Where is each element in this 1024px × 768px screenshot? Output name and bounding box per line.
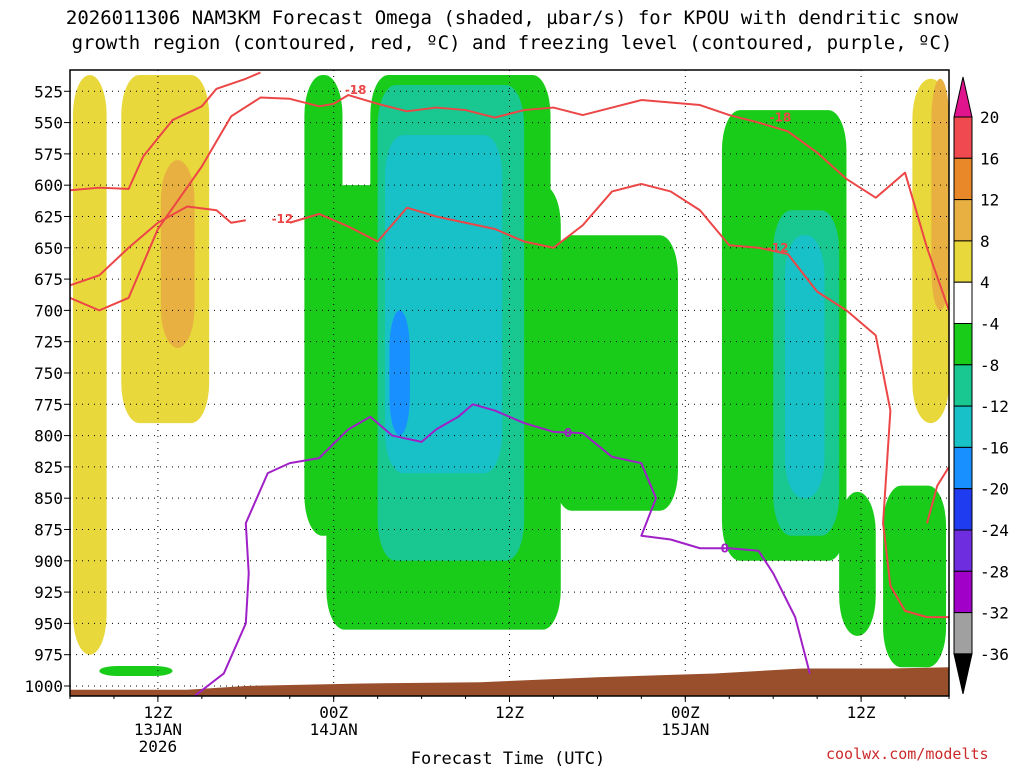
omega-region-3: [160, 160, 195, 348]
x-tick-label-1-0: 00Z: [319, 703, 348, 722]
colorbar-label--12: -12: [980, 397, 1009, 416]
contour-line-5: [193, 403, 811, 696]
colorbar-box-10: [953, 529, 973, 572]
y-tick-label-525: 525: [34, 82, 63, 101]
y-tick-label-775: 775: [34, 395, 63, 414]
y-tick-label-650: 650: [34, 239, 63, 258]
y-tick-label-675: 675: [34, 270, 63, 289]
colorbar-label-20: 20: [980, 108, 999, 127]
colorbar-box-9: [953, 488, 973, 531]
colorbar-label-12: 12: [980, 191, 999, 210]
x-tick-label-0-2: 2026: [139, 737, 178, 756]
colorbar-box-2: [953, 199, 973, 242]
omega-region-16: [784, 235, 825, 499]
y-tick-label-800: 800: [34, 427, 63, 446]
colorbar-box-5: [953, 323, 973, 366]
x-tick-label-0-0: 12Z: [143, 703, 172, 722]
y-tick-label-825: 825: [34, 458, 63, 477]
colorbar-label--16: -16: [980, 438, 1009, 457]
x-tick-label-3-1: 15JAN: [661, 720, 709, 739]
x-axis-label: Forecast Time (UTC): [411, 749, 605, 768]
x-tick-label-2-0: 12Z: [495, 703, 524, 722]
colorbar-box-12: [953, 612, 973, 655]
contour-label-5: 0: [721, 541, 729, 555]
y-tick-label-1000: 1000: [24, 677, 63, 696]
contour-line-1: [70, 71, 261, 192]
omega-region-10: [839, 491, 876, 636]
x-tick-label-4-0: 12Z: [847, 703, 876, 722]
y-axis: 525 550 575 600 625 650 675 700 725 750 775 800 825 8…: [24, 82, 70, 696]
colorbar-label--36: -36: [980, 645, 1009, 664]
contour-line-3: [289, 182, 949, 619]
y-tick-label-625: 625: [34, 207, 63, 226]
colorbar-box-11: [953, 570, 973, 614]
contour-label-2: -12: [272, 212, 294, 226]
contour-line-2: [70, 205, 246, 287]
colorbar-box-7: [953, 405, 973, 448]
colorbar-label--32: -32: [980, 604, 1009, 623]
colorbar-box-8: [953, 446, 973, 490]
colorbar-label-16: 16: [980, 149, 999, 168]
omega-region-12: [99, 665, 173, 676]
colorbar-box-0: [953, 116, 973, 159]
colorbar-bottom-arrow: [953, 653, 973, 695]
y-tick-label-550: 550: [34, 114, 63, 133]
colorbar: 20 16 12 8 4 -4 -8 -12 -16 -20 -24 -28 -32 -36: [953, 76, 1009, 695]
y-tick-label-575: 575: [34, 145, 63, 164]
omega-region-11: [883, 485, 947, 668]
omega-region-0: [72, 75, 107, 655]
y-tick-label-925: 925: [34, 583, 63, 602]
x-tick-label-3-0: 00Z: [671, 703, 700, 722]
contour-label-3: -12: [767, 241, 789, 255]
grid-lines: [70, 70, 949, 696]
contour-label-0: -18: [345, 83, 367, 97]
contour-label-4: 0: [564, 426, 572, 440]
y-tick-label-850: 850: [34, 489, 63, 508]
y-tick-label-750: 750: [34, 364, 63, 383]
omega-shading: [72, 75, 949, 676]
terrain: [70, 667, 949, 696]
terrain-fill: [70, 667, 949, 696]
x-tick-label-1-1: 14JAN: [310, 720, 358, 739]
x-tick-label-0-1: 13JAN: [134, 720, 182, 739]
chart-title-line-2: growth region (contoured, red, ºC) and f…: [71, 32, 953, 54]
colorbar-label--20: -20: [980, 480, 1009, 499]
colorbar-box-6: [953, 364, 973, 407]
y-tick-label-875: 875: [34, 520, 63, 539]
colorbar-box-3: [953, 240, 973, 283]
y-tick-label-975: 975: [34, 646, 63, 665]
colorbar-box-4: [953, 281, 973, 325]
colorbar-label-4: 4: [980, 273, 990, 292]
contour-line-0: [70, 94, 949, 312]
colorbar-box-1: [953, 157, 973, 201]
omega-region-8: [553, 235, 678, 511]
chart-title-line-1: 2026011306 NAM3KM Forecast Omega (shaded…: [65, 7, 959, 29]
colorbar-label-8: 8: [980, 232, 990, 251]
colorbar-label--28: -28: [980, 562, 1009, 581]
y-tick-label-600: 600: [34, 176, 63, 195]
colorbar-top-arrow: [953, 76, 973, 118]
contours: -18 -18 -12 -12 0 0: [70, 71, 949, 696]
omega-region-4: [931, 78, 949, 311]
omega-region-15: [384, 135, 503, 474]
colorbar-label--8: -8: [980, 356, 999, 375]
y-tick-label-700: 700: [34, 301, 63, 320]
y-tick-label-950: 950: [34, 614, 63, 633]
credit-link[interactable]: coolwx.com/modelts: [826, 745, 989, 763]
y-tick-label-900: 900: [34, 552, 63, 571]
contour-line-4: [926, 466, 949, 524]
colorbar-label--24: -24: [980, 521, 1009, 540]
y-tick-label-725: 725: [34, 333, 63, 352]
colorbar-label--4: -4: [980, 315, 999, 334]
contour-label-1: -18: [770, 111, 792, 125]
